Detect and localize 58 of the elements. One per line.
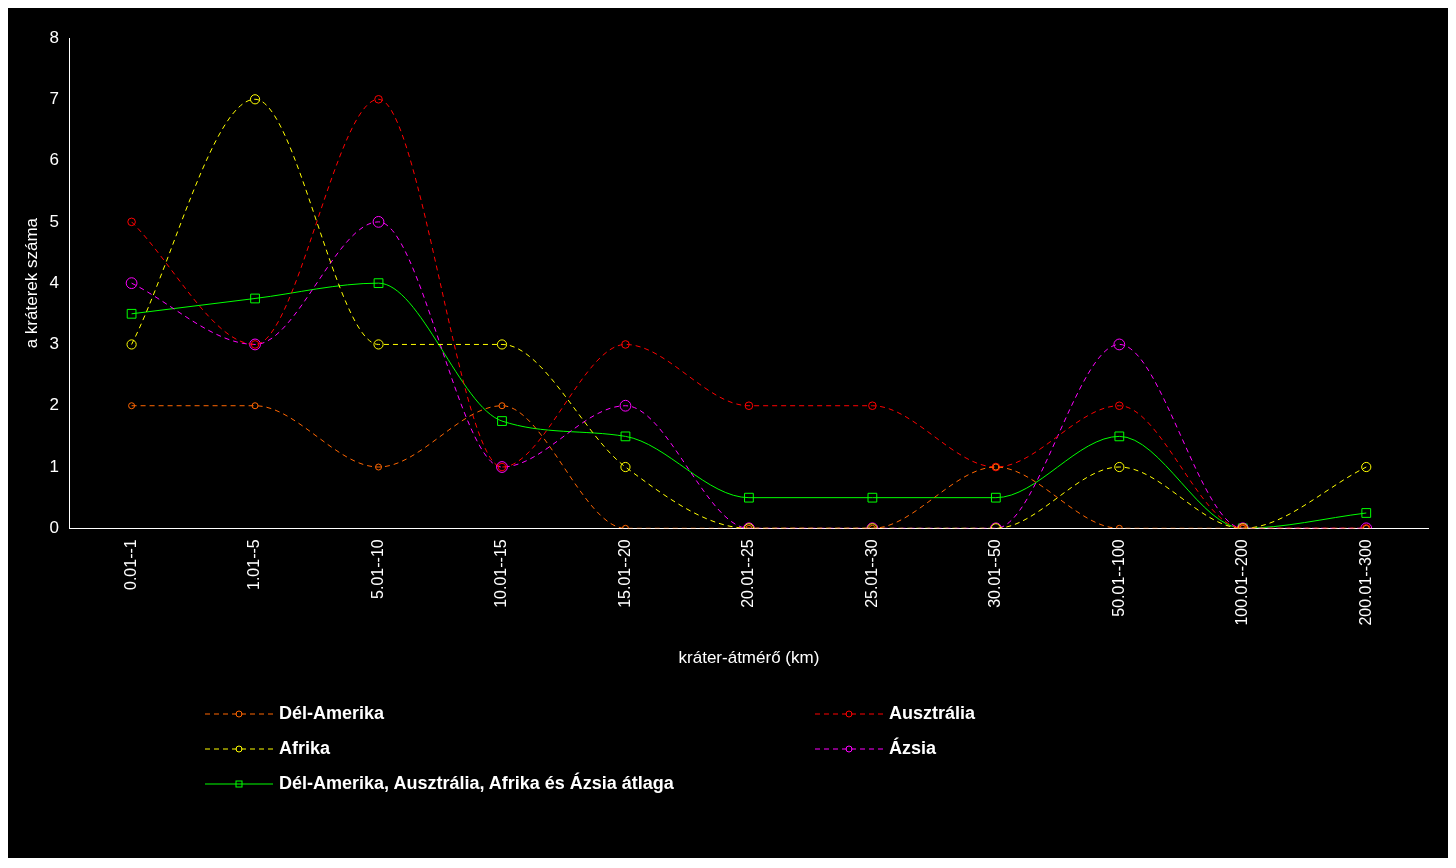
legend-label: Dél-Amerika (279, 703, 385, 724)
y-tick-label: 1 (49, 456, 59, 476)
point (126, 308, 137, 319)
legend-label: Afrika (279, 738, 331, 759)
y-tick-label: 7 (49, 88, 59, 108)
point (1114, 461, 1125, 473)
point (1114, 431, 1125, 442)
x-tick-label: 50.01--100 (1109, 539, 1127, 617)
legend-label: Dél-Amerika, Ausztrália, Afrika és Ázsia átlaga (279, 773, 674, 794)
y-axis-title: a kráterek száma (21, 217, 41, 349)
legend-label: Ausztrália (889, 703, 976, 724)
point (373, 278, 384, 289)
x-axis-title: kráter-átmérő (km) (678, 648, 820, 668)
point (375, 463, 383, 471)
point (498, 402, 506, 410)
point (744, 492, 754, 503)
point (621, 340, 630, 349)
point (126, 339, 137, 350)
point (1361, 461, 1372, 473)
x-tick-label: 1.01--5 (245, 539, 263, 591)
point (496, 339, 508, 350)
point (128, 402, 136, 410)
legend-label: Ázsia (889, 738, 937, 759)
point (125, 277, 138, 290)
point (374, 94, 383, 104)
y-tick-label: 3 (49, 334, 59, 354)
x-tick-label: 30.01--50 (986, 539, 1004, 608)
y-tick-label: 0 (49, 518, 59, 537)
point (990, 492, 1001, 503)
y-tick-label: 2 (49, 395, 59, 415)
point (868, 401, 877, 411)
point (619, 399, 632, 412)
y-tick-label: 5 (49, 211, 59, 231)
point (497, 416, 507, 426)
x-tick-label: 20.01--25 (739, 539, 757, 608)
x-tick-label: 0.01--1 (121, 539, 139, 591)
point (744, 401, 754, 411)
point (620, 431, 631, 442)
y-tick-label: 6 (49, 150, 59, 170)
x-tick-label: 25.01--30 (862, 539, 880, 608)
x-tick-label: 10.01--15 (492, 539, 510, 608)
y-tick-label: 4 (49, 272, 59, 292)
point (1361, 508, 1372, 518)
point (1113, 338, 1126, 351)
point (373, 339, 384, 350)
point (250, 293, 260, 304)
x-tick-label: 5.01--10 (368, 539, 386, 599)
point (1115, 401, 1124, 411)
point (127, 217, 136, 227)
point (372, 215, 385, 228)
y-tick-label: 8 (49, 27, 59, 47)
point (249, 94, 261, 105)
x-tick-label: 200.01--300 (1356, 539, 1374, 626)
x-tick-label: 100.01--200 (1233, 539, 1251, 626)
point (251, 402, 259, 410)
x-tick-label: 15.01--20 (615, 539, 633, 608)
point (867, 492, 878, 503)
point (620, 461, 631, 473)
